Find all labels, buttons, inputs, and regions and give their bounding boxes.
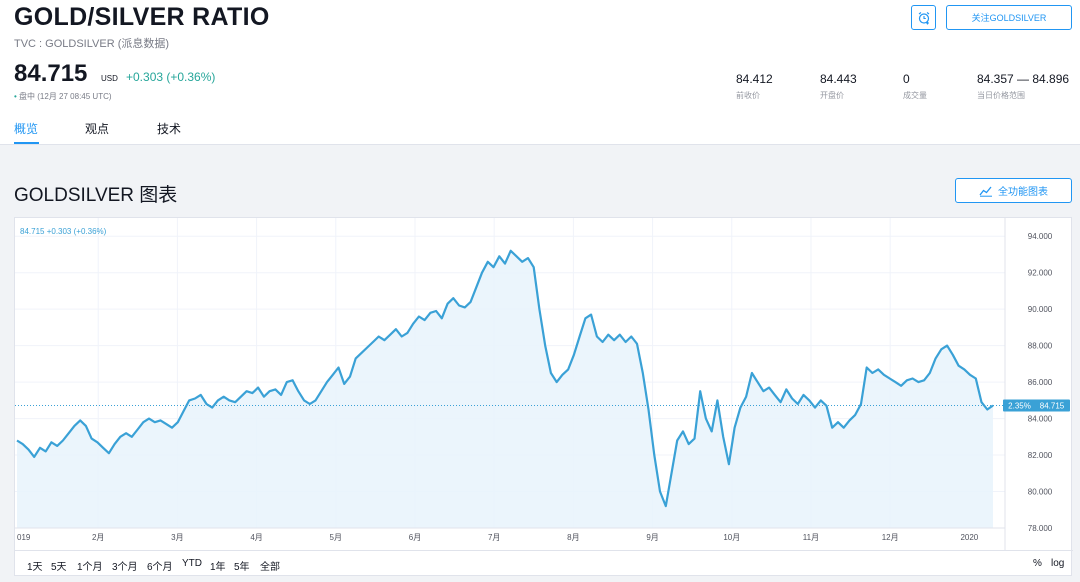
full-chart-button[interactable]: 全功能图表 bbox=[955, 178, 1072, 203]
page-title: GOLD/SILVER RATIO bbox=[14, 3, 270, 31]
last-price-badge: 84.715 bbox=[1034, 399, 1070, 412]
range-3m[interactable]: 3个月 bbox=[112, 562, 138, 573]
range-selector: 1天 5天 1个月 3个月 6个月 YTD 1年 5年 全部 % log bbox=[15, 550, 1073, 576]
x-tick-label: 11月 bbox=[803, 533, 819, 542]
tab-ideas[interactable]: 观点 bbox=[85, 122, 110, 136]
x-tick-label: 8月 bbox=[567, 533, 579, 542]
y-tick-label: 86.000 bbox=[1028, 378, 1053, 387]
y-tick-label: 84.000 bbox=[1028, 415, 1053, 424]
stat-day-range: 84.357 — 84.896 当日价格范围 bbox=[977, 72, 1069, 101]
x-tick-label: 2020 bbox=[960, 533, 978, 542]
stat-value: 84.412 bbox=[736, 72, 773, 86]
price-alert-button[interactable] bbox=[911, 5, 936, 30]
x-tick-label: 12月 bbox=[882, 533, 899, 542]
range-1d[interactable]: 1天 bbox=[27, 562, 43, 573]
tab-bar: 概览 观点 技术 bbox=[0, 118, 1080, 145]
price-change: +0.303 (+0.36%) bbox=[126, 70, 216, 84]
range-5y[interactable]: 5年 bbox=[234, 562, 250, 573]
page-header: GOLD/SILVER RATIO TVC : GOLDSILVER (派息数据… bbox=[0, 0, 1080, 145]
stat-label: 开盘价 bbox=[820, 91, 844, 100]
symbol-subtitle: TVC : GOLDSILVER (派息数据) bbox=[14, 38, 170, 50]
x-tick-label: 4月 bbox=[250, 533, 262, 542]
currency-label: USD bbox=[101, 74, 118, 83]
x-tick-label: 3月 bbox=[171, 533, 183, 542]
stat-value: 84.443 bbox=[820, 72, 857, 86]
stat-value: 0 bbox=[903, 72, 910, 86]
market-status-text: 盘中 (12月 27 08:45 UTC) bbox=[19, 92, 112, 101]
y-tick-label: 80.000 bbox=[1028, 488, 1053, 497]
stat-prev-close: 84.412 前收价 bbox=[736, 72, 773, 101]
range-1y[interactable]: 1年 bbox=[210, 562, 226, 573]
x-tick-label: 7月 bbox=[488, 533, 500, 542]
follow-button[interactable]: 关注GOLDSILVER bbox=[946, 5, 1072, 30]
market-open-dot-icon: • bbox=[14, 92, 17, 101]
y-tick-label: 92.000 bbox=[1028, 269, 1053, 278]
x-tick-label: 2月 bbox=[92, 533, 104, 542]
y-tick-label: 90.000 bbox=[1028, 305, 1053, 314]
price-chart[interactable]: 78.000 80.000 82.000 84.000 86.000 88.000 90.0… bbox=[15, 218, 1071, 550]
y-tick-label: 88.000 bbox=[1028, 342, 1053, 351]
chart-line-icon bbox=[979, 186, 992, 197]
chart-section: GOLDSILVER 图表 全功能图表 78.000 80.000 82.000 84… bbox=[0, 145, 1080, 582]
active-tab-indicator bbox=[14, 142, 39, 144]
x-tick-label: 9月 bbox=[646, 533, 658, 542]
y-axis-labels: 78.000 80.000 82.000 84.000 86.000 88.000 90.0… bbox=[1028, 232, 1053, 533]
x-tick-label: 10月 bbox=[723, 533, 740, 542]
range-1m[interactable]: 1个月 bbox=[77, 562, 103, 573]
chart-card: 78.000 80.000 82.000 84.000 86.000 88.000 90.0… bbox=[14, 217, 1073, 576]
stat-open: 84.443 开盘价 bbox=[820, 72, 857, 101]
chart-legend-text: 84.715 +0.303 (+0.36%) bbox=[20, 227, 107, 236]
range-ytd[interactable]: YTD bbox=[182, 558, 202, 569]
chart-section-title: GOLDSILVER 图表 bbox=[14, 185, 178, 206]
pct-badge-text: 2.35% bbox=[1008, 402, 1031, 411]
stat-label: 前收价 bbox=[736, 91, 760, 100]
stat-value: 84.357 — 84.896 bbox=[977, 72, 1070, 86]
y-tick-label: 94.000 bbox=[1028, 232, 1053, 241]
stat-label: 成交量 bbox=[903, 91, 927, 100]
price-area-fill bbox=[17, 250, 993, 529]
last-price: 84.715 bbox=[14, 60, 88, 87]
market-status: • 盘中 (12月 27 08:45 UTC) bbox=[14, 91, 112, 102]
x-tick-label: 019 bbox=[17, 533, 31, 542]
range-6m[interactable]: 6个月 bbox=[147, 562, 173, 573]
stat-volume: 0 成交量 bbox=[903, 72, 927, 101]
x-axis-labels: 019 2月 3月 4月 5月 6月 7月 8月 9月 10月 11月 12月 2020 bbox=[17, 533, 979, 542]
pct-badge: 2.35% bbox=[1003, 399, 1036, 412]
stat-label: 当日价格范围 bbox=[977, 91, 1025, 100]
tab-overview[interactable]: 概览 bbox=[14, 122, 39, 136]
range-5d[interactable]: 5天 bbox=[51, 562, 67, 573]
tab-technicals[interactable]: 技术 bbox=[157, 122, 182, 136]
x-tick-label: 6月 bbox=[409, 533, 421, 542]
full-chart-label: 全功能图表 bbox=[998, 187, 1048, 198]
alarm-clock-icon bbox=[918, 11, 929, 24]
percent-scale-toggle[interactable]: % bbox=[1033, 558, 1042, 569]
x-tick-label: 5月 bbox=[330, 533, 342, 542]
y-tick-label: 82.000 bbox=[1028, 451, 1053, 460]
last-price-badge-text: 84.715 bbox=[1040, 402, 1065, 411]
price-line bbox=[16, 249, 994, 508]
y-tick-label: 78.000 bbox=[1028, 524, 1053, 533]
log-scale-toggle[interactable]: log bbox=[1051, 558, 1065, 569]
range-all[interactable]: 全部 bbox=[260, 562, 280, 573]
